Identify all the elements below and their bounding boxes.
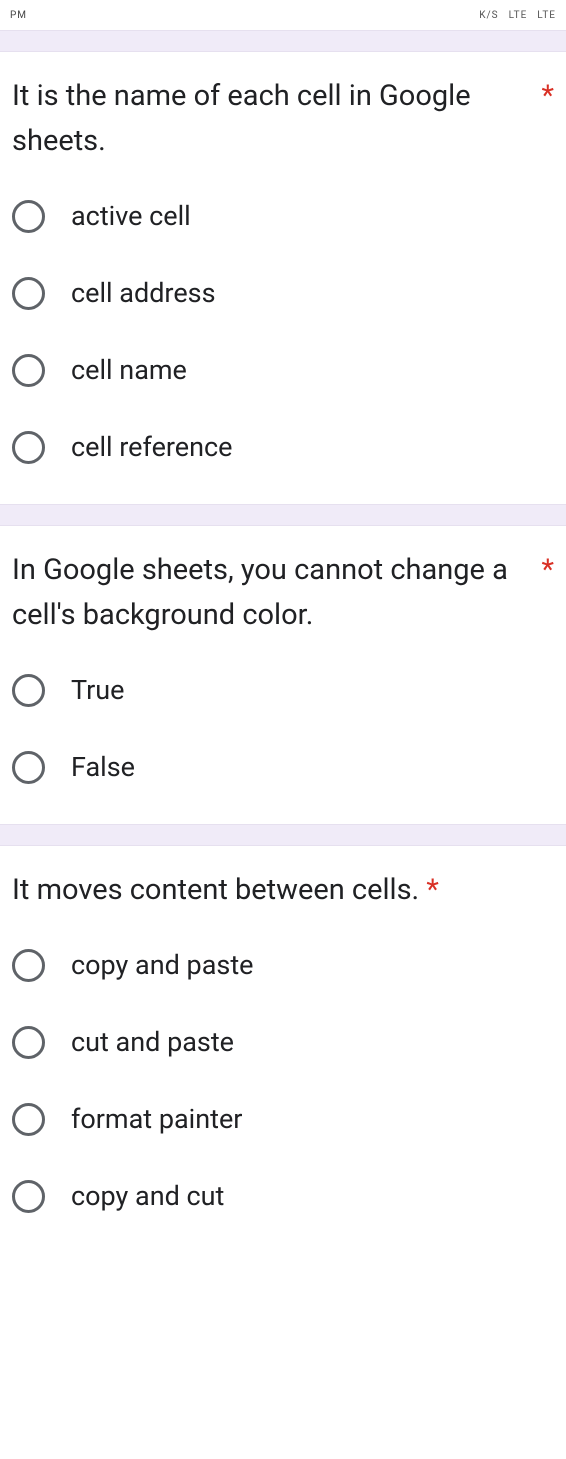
options-group: copy and paste cut and paste format pain… xyxy=(12,949,554,1213)
question-card: It is the name of each cell in Google sh… xyxy=(0,52,566,504)
option-label: cell name xyxy=(71,354,187,386)
question-row: It is the name of each cell in Google sh… xyxy=(12,74,554,164)
radio-icon[interactable] xyxy=(12,431,45,464)
question-text: In Google sheets, you cannot change a ce… xyxy=(12,548,534,638)
question-row: It moves content between cells. * xyxy=(12,868,554,913)
options-group: active cell cell address cell name cell … xyxy=(12,200,554,464)
status-indicator: LTE xyxy=(537,10,556,21)
card-gap xyxy=(0,824,566,846)
status-indicator: K/S xyxy=(479,10,498,21)
option-row[interactable]: cut and paste xyxy=(12,1026,554,1059)
question-card: In Google sheets, you cannot change a ce… xyxy=(0,526,566,824)
option-label: copy and paste xyxy=(71,949,253,981)
radio-icon[interactable] xyxy=(12,1103,45,1136)
option-label: cell address xyxy=(71,277,216,309)
radio-icon[interactable] xyxy=(12,949,45,982)
option-row[interactable]: cell reference xyxy=(12,431,554,464)
radio-icon[interactable] xyxy=(12,674,45,707)
option-row[interactable]: format painter xyxy=(12,1103,554,1136)
option-label: cell reference xyxy=(71,431,232,463)
option-row[interactable]: True xyxy=(12,674,554,707)
radio-icon[interactable] xyxy=(12,277,45,310)
radio-icon[interactable] xyxy=(12,751,45,784)
required-mark: * xyxy=(542,548,555,593)
option-label: cut and paste xyxy=(71,1026,234,1058)
status-indicator: LTE xyxy=(509,10,528,21)
radio-icon[interactable] xyxy=(12,1180,45,1213)
option-label: False xyxy=(71,751,135,783)
option-label: active cell xyxy=(71,200,191,232)
options-group: True False xyxy=(12,674,554,784)
card-gap xyxy=(0,30,566,52)
option-row[interactable]: False xyxy=(12,751,554,784)
option-row[interactable]: cell address xyxy=(12,277,554,310)
question-text: It moves content between cells. xyxy=(12,873,419,907)
radio-icon[interactable] xyxy=(12,200,45,233)
card-gap xyxy=(0,504,566,526)
option-label: True xyxy=(71,674,124,706)
option-row[interactable]: active cell xyxy=(12,200,554,233)
option-label: format painter xyxy=(71,1103,242,1135)
question-row: In Google sheets, you cannot change a ce… xyxy=(12,548,554,638)
radio-icon[interactable] xyxy=(12,1026,45,1059)
option-row[interactable]: cell name xyxy=(12,354,554,387)
required-mark: * xyxy=(542,74,555,119)
question-card: It moves content between cells. * copy a… xyxy=(0,846,566,1253)
status-time: PM xyxy=(10,10,469,21)
option-row[interactable]: copy and cut xyxy=(12,1180,554,1213)
option-label: copy and cut xyxy=(71,1180,224,1212)
radio-icon[interactable] xyxy=(12,354,45,387)
required-mark: * xyxy=(426,873,439,907)
question-text: It is the name of each cell in Google sh… xyxy=(12,74,534,164)
status-bar: PM K/S LTE LTE xyxy=(0,0,566,30)
option-row[interactable]: copy and paste xyxy=(12,949,554,982)
